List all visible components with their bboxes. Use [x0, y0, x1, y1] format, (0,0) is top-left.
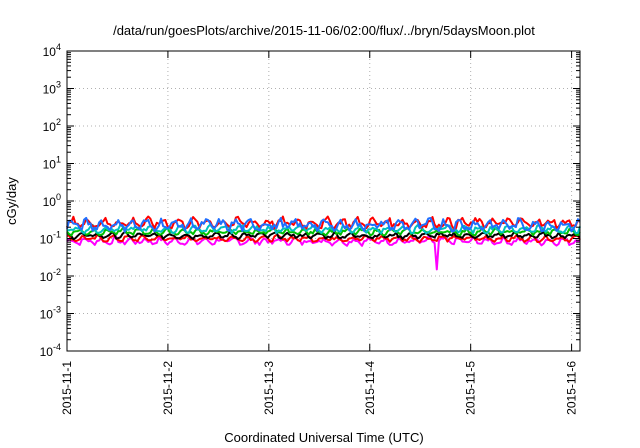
x-tick-label: 2015-11-3	[262, 361, 276, 415]
chart-title: /data/run/goesPlots/archive/2015-11-06/0…	[113, 23, 535, 38]
x-tick-label: 2015-11-6	[565, 361, 579, 415]
series-line	[66, 231, 581, 241]
y-tick-label: 10-4	[40, 342, 61, 359]
x-tick-label: 2015-11-4	[363, 361, 377, 415]
x-tick-label: 2015-11-2	[161, 361, 175, 415]
y-tick-label: 100	[43, 192, 61, 209]
y-axis-label: cGy/day	[4, 177, 19, 225]
x-tick-label: 2015-11-5	[464, 361, 478, 415]
series-line	[66, 215, 581, 231]
y-tick-label: 104	[43, 42, 61, 59]
series-line	[66, 216, 581, 233]
series-line	[66, 235, 581, 271]
y-tick-label: 102	[43, 117, 61, 134]
x-tick-label: 2015-11-1	[60, 361, 74, 415]
y-tick-label: 103	[43, 80, 61, 97]
series-line	[66, 233, 581, 244]
y-tick-label: 10-1	[40, 230, 61, 247]
y-tick-label: 101	[43, 155, 61, 172]
x-axis-label: Coordinated Universal Time (UTC)	[224, 430, 423, 445]
y-tick-label: 10-2	[40, 267, 61, 284]
y-tick-label: 10-3	[40, 305, 61, 322]
